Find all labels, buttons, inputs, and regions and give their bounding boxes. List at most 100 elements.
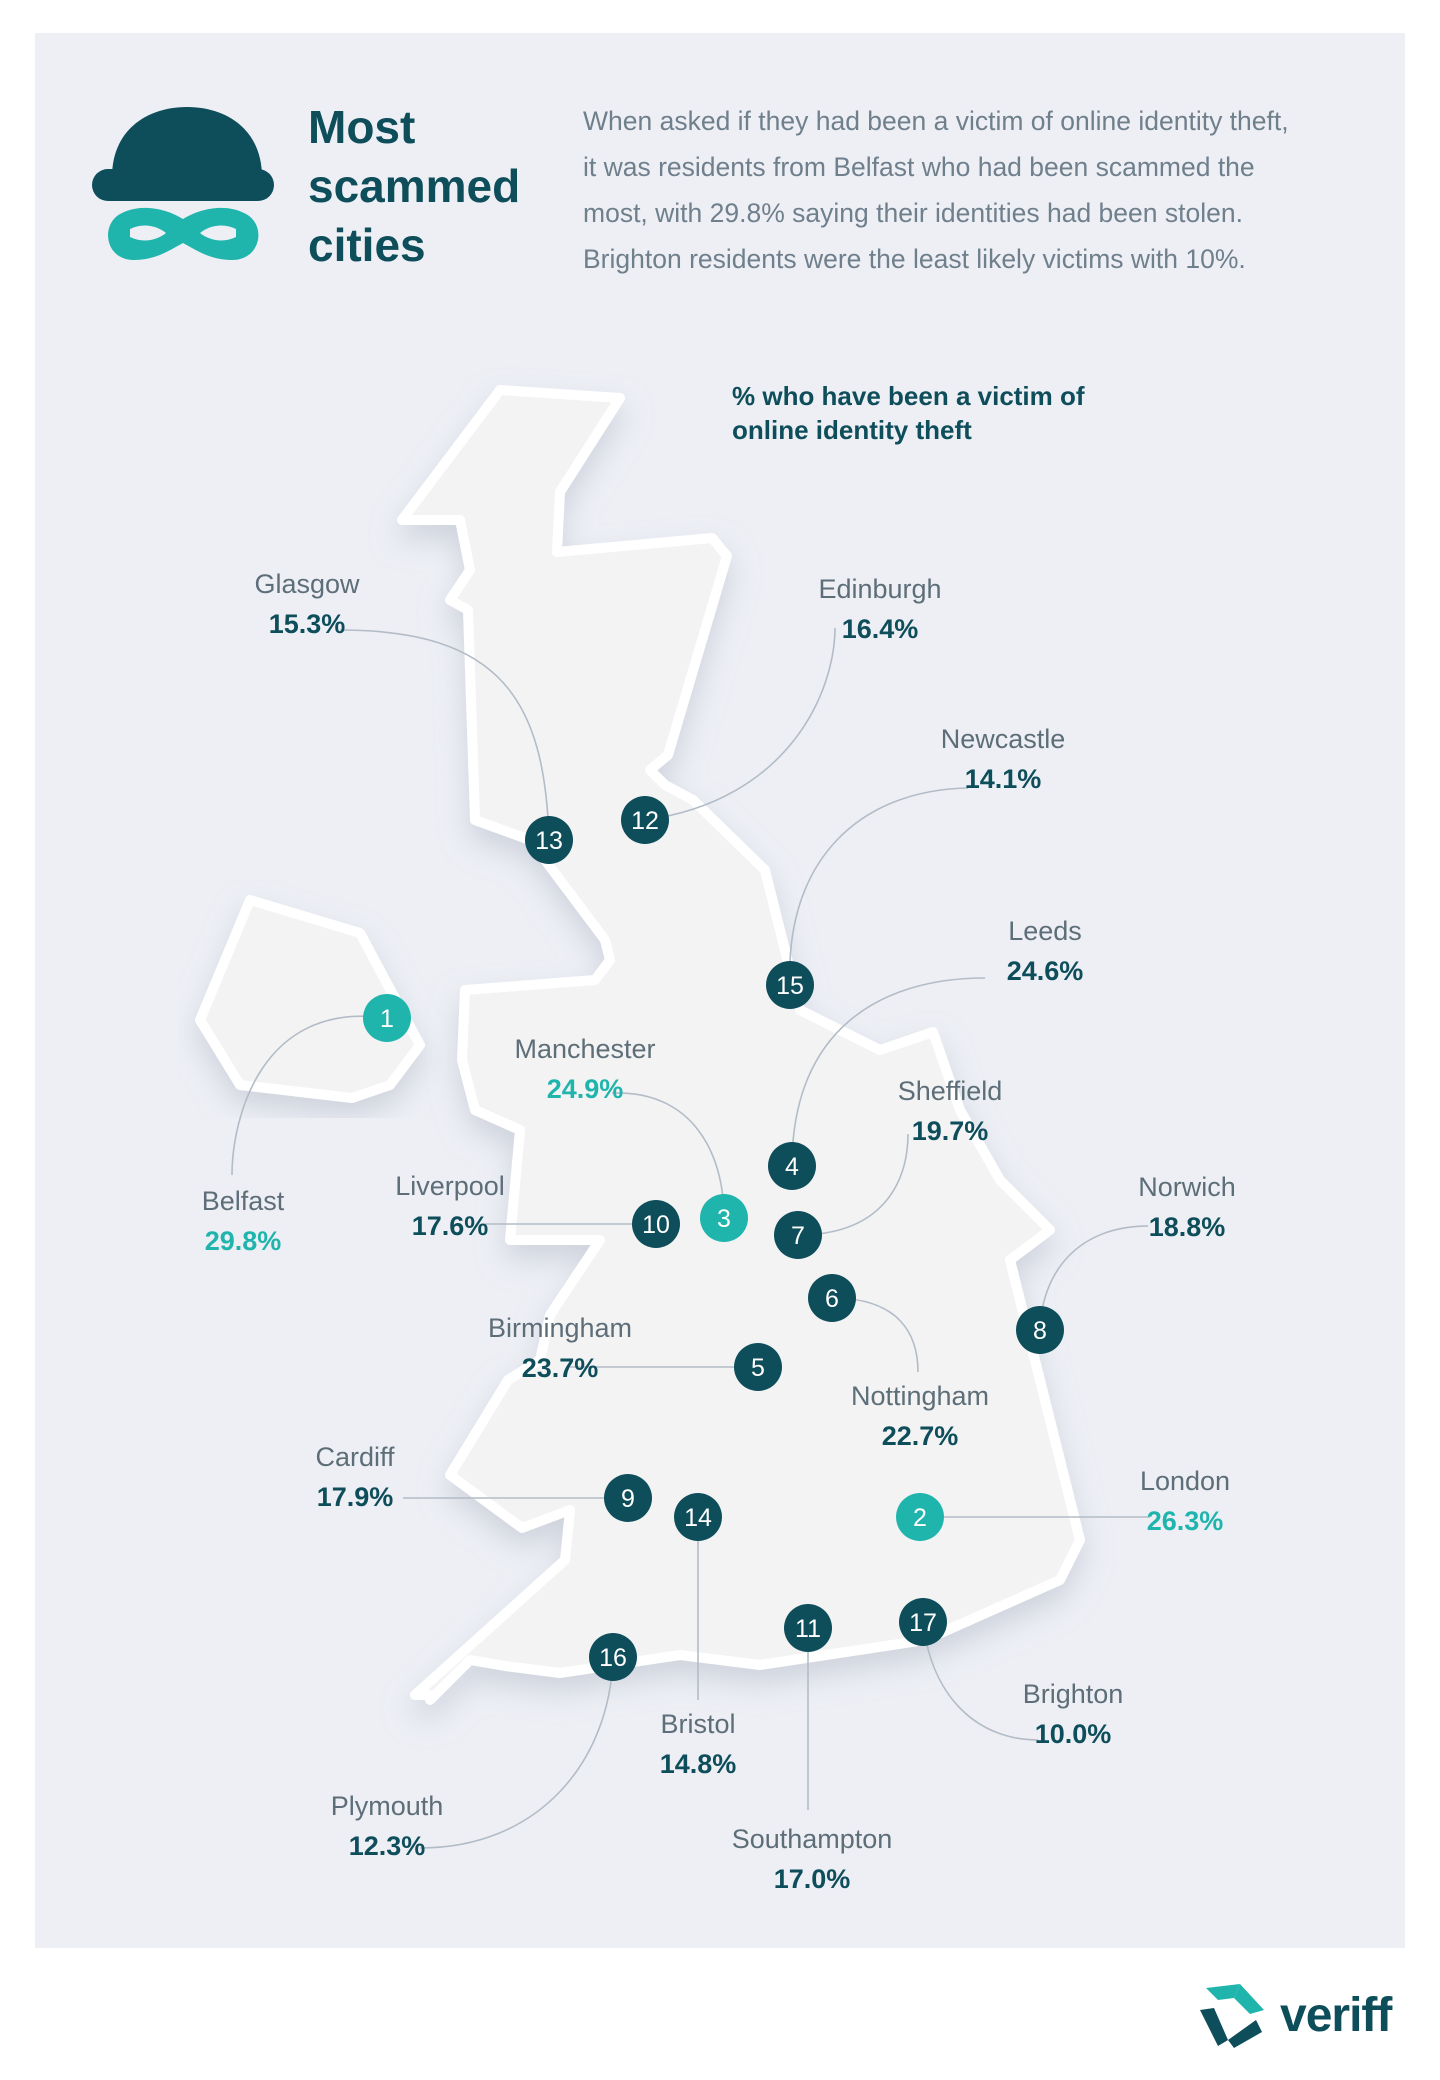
city-value-leeds: 24.6% bbox=[1007, 956, 1084, 986]
marker-circle bbox=[363, 994, 411, 1042]
city-label-cardiff: Cardiff 17.9% bbox=[315, 1442, 395, 1512]
city-name-brighton: Brighton bbox=[1023, 1679, 1124, 1709]
city-marker-london[interactable]: 2 bbox=[896, 1493, 944, 1541]
marker-rank: 9 bbox=[621, 1485, 635, 1513]
city-marker-leeds[interactable]: 4 bbox=[768, 1142, 816, 1190]
city-marker-glasgow[interactable]: 13 bbox=[525, 816, 573, 864]
city-label-southampton: Southampton 17.0% bbox=[732, 1824, 893, 1894]
burglar-mask-icon bbox=[92, 107, 274, 260]
connector-lines bbox=[231, 627, 1150, 1849]
marker-rank: 14 bbox=[684, 1504, 712, 1532]
city-name-london: London bbox=[1140, 1466, 1230, 1496]
city-name-newcastle: Newcastle bbox=[941, 724, 1066, 754]
city-label-brighton: Brighton 10.0% bbox=[1023, 1679, 1124, 1749]
city-marker-bristol[interactable]: 14 bbox=[674, 1493, 722, 1541]
city-label-manchester: Manchester 24.9% bbox=[514, 1034, 655, 1104]
description-line-2: it was residents from Belfast who had be… bbox=[583, 152, 1255, 182]
connector-newcastle bbox=[789, 787, 969, 986]
city-label-birmingham: Birmingham 23.7% bbox=[488, 1313, 632, 1383]
connector-sheffield bbox=[797, 1133, 909, 1236]
city-labels: Belfast 29.8% London 26.3% Manchester 24.9% Le… bbox=[202, 569, 1236, 1894]
city-value-edinburgh: 16.4% bbox=[842, 614, 919, 644]
city-name-cardiff: Cardiff bbox=[315, 1442, 395, 1472]
marker-circle bbox=[899, 1598, 947, 1646]
connector-belfast bbox=[231, 1015, 388, 1176]
marker-rank: 6 bbox=[825, 1285, 839, 1313]
connector-leeds bbox=[791, 977, 986, 1167]
marker-circle bbox=[621, 796, 669, 844]
city-value-cardiff: 17.9% bbox=[317, 1482, 394, 1512]
city-value-belfast: 29.8% bbox=[205, 1226, 282, 1256]
city-label-glasgow: Glasgow 15.3% bbox=[254, 569, 360, 639]
title-line-1: Most bbox=[308, 101, 416, 153]
city-value-manchester: 24.9% bbox=[547, 1074, 624, 1104]
connector-glasgow bbox=[339, 629, 550, 841]
city-value-liverpool: 17.6% bbox=[412, 1211, 489, 1241]
city-label-belfast: Belfast 29.8% bbox=[202, 1186, 285, 1256]
city-marker-birmingham[interactable]: 5 bbox=[734, 1343, 782, 1391]
marker-rank: 2 bbox=[913, 1504, 927, 1532]
city-label-liverpool: Liverpool 17.6% bbox=[395, 1171, 505, 1241]
city-marker-belfast[interactable]: 1 bbox=[363, 994, 411, 1042]
city-marker-norwich[interactable]: 8 bbox=[1016, 1306, 1064, 1354]
city-name-liverpool: Liverpool bbox=[395, 1171, 505, 1201]
marker-circle bbox=[1016, 1306, 1064, 1354]
city-marker-newcastle[interactable]: 15 bbox=[766, 961, 814, 1009]
city-marker-plymouth[interactable]: 16 bbox=[589, 1633, 637, 1681]
marker-rank: 7 bbox=[791, 1222, 805, 1250]
city-label-sheffield: Sheffield 19.7% bbox=[898, 1076, 1003, 1146]
marker-circle bbox=[734, 1343, 782, 1391]
city-label-edinburgh: Edinburgh 16.4% bbox=[818, 574, 941, 644]
city-marker-brighton[interactable]: 17 bbox=[899, 1598, 947, 1646]
marker-circle bbox=[632, 1200, 680, 1248]
title-line-3: cities bbox=[308, 219, 426, 271]
city-value-london: 26.3% bbox=[1147, 1506, 1224, 1536]
marker-circle bbox=[784, 1604, 832, 1652]
city-marker-manchester[interactable]: 3 bbox=[700, 1194, 748, 1242]
city-marker-cardiff[interactable]: 9 bbox=[604, 1474, 652, 1522]
city-name-belfast: Belfast bbox=[202, 1186, 285, 1216]
ireland-landmass bbox=[195, 895, 425, 1103]
legend-line-1: % who have been a victim of bbox=[732, 381, 1085, 411]
marker-circle bbox=[700, 1194, 748, 1242]
city-value-norwich: 18.8% bbox=[1149, 1212, 1226, 1242]
marker-circle bbox=[766, 961, 814, 1009]
marker-rank: 15 bbox=[776, 972, 804, 1000]
city-name-plymouth: Plymouth bbox=[331, 1791, 444, 1821]
city-marker-liverpool[interactable]: 10 bbox=[632, 1200, 680, 1248]
city-marker-edinburgh[interactable]: 12 bbox=[621, 796, 669, 844]
city-value-sheffield: 19.7% bbox=[912, 1116, 989, 1146]
marker-rank: 17 bbox=[909, 1609, 937, 1637]
description-line-4: Brighton residents were the least likely… bbox=[583, 244, 1246, 274]
city-label-leeds: Leeds 24.6% bbox=[1007, 916, 1084, 986]
marker-circle bbox=[808, 1274, 856, 1322]
legend-line-2: online identity theft bbox=[732, 415, 972, 445]
city-label-nottingham: Nottingham 22.7% bbox=[851, 1381, 989, 1451]
city-value-nottingham: 22.7% bbox=[882, 1421, 959, 1451]
city-name-nottingham: Nottingham bbox=[851, 1381, 989, 1411]
description-line-1: When asked if they had been a victim of … bbox=[583, 106, 1289, 136]
marker-rank: 10 bbox=[642, 1211, 670, 1239]
city-name-bristol: Bristol bbox=[660, 1709, 735, 1739]
marker-rank: 4 bbox=[785, 1153, 799, 1181]
city-marker-southampton[interactable]: 11 bbox=[784, 1604, 832, 1652]
brand-name: veriff bbox=[1280, 1988, 1392, 2042]
connector-brighton bbox=[922, 1621, 1039, 1741]
description-line-3: most, with 29.8% saying their identities… bbox=[583, 198, 1243, 228]
marker-circle bbox=[525, 816, 573, 864]
city-value-glasgow: 15.3% bbox=[269, 609, 346, 639]
city-name-leeds: Leeds bbox=[1008, 916, 1082, 946]
marker-circle bbox=[774, 1211, 822, 1259]
legend: % who have been a victim of online identi… bbox=[732, 381, 1085, 445]
marker-rank: 11 bbox=[795, 1615, 821, 1643]
marker-rank: 5 bbox=[751, 1354, 765, 1382]
city-marker-sheffield[interactable]: 7 bbox=[774, 1211, 822, 1259]
marker-rank: 12 bbox=[631, 807, 659, 835]
marker-rank: 13 bbox=[535, 827, 563, 855]
city-label-norwich: Norwich 18.8% bbox=[1138, 1172, 1236, 1242]
connector-plymouth bbox=[419, 1656, 614, 1849]
city-marker-nottingham[interactable]: 6 bbox=[808, 1274, 856, 1322]
city-value-plymouth: 12.3% bbox=[349, 1831, 426, 1861]
